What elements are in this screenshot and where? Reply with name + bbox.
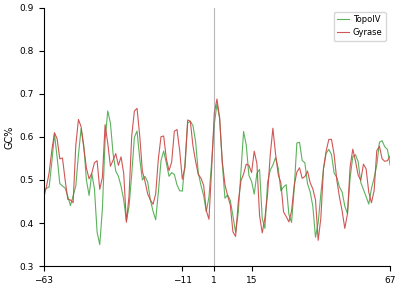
- Y-axis label: GC%: GC%: [4, 125, 14, 149]
- TopoIV: [42, 189, 46, 193]
- TopoIV: [180, 189, 185, 193]
- Legend: TopoIV, Gyrase: TopoIV, Gyrase: [334, 12, 386, 41]
- Gyrase: [73, 144, 78, 147]
- Gyrase: [220, 160, 225, 163]
- TopoIV: [153, 218, 158, 222]
- TopoIV: [310, 205, 315, 208]
- Line: TopoIV: TopoIV: [44, 104, 390, 245]
- TopoIV: [214, 102, 219, 106]
- Gyrase: [316, 239, 320, 242]
- TopoIV: [222, 197, 227, 200]
- Gyrase: [42, 196, 46, 199]
- Gyrase: [151, 203, 156, 206]
- TopoIV: [388, 163, 392, 167]
- TopoIV: [73, 184, 78, 188]
- Line: Gyrase: Gyrase: [44, 99, 390, 240]
- Gyrase: [214, 97, 219, 101]
- Gyrase: [169, 160, 174, 164]
- TopoIV: [172, 173, 177, 176]
- Gyrase: [388, 154, 392, 158]
- TopoIV: [97, 243, 102, 247]
- Gyrase: [308, 181, 312, 184]
- Gyrase: [177, 149, 182, 152]
